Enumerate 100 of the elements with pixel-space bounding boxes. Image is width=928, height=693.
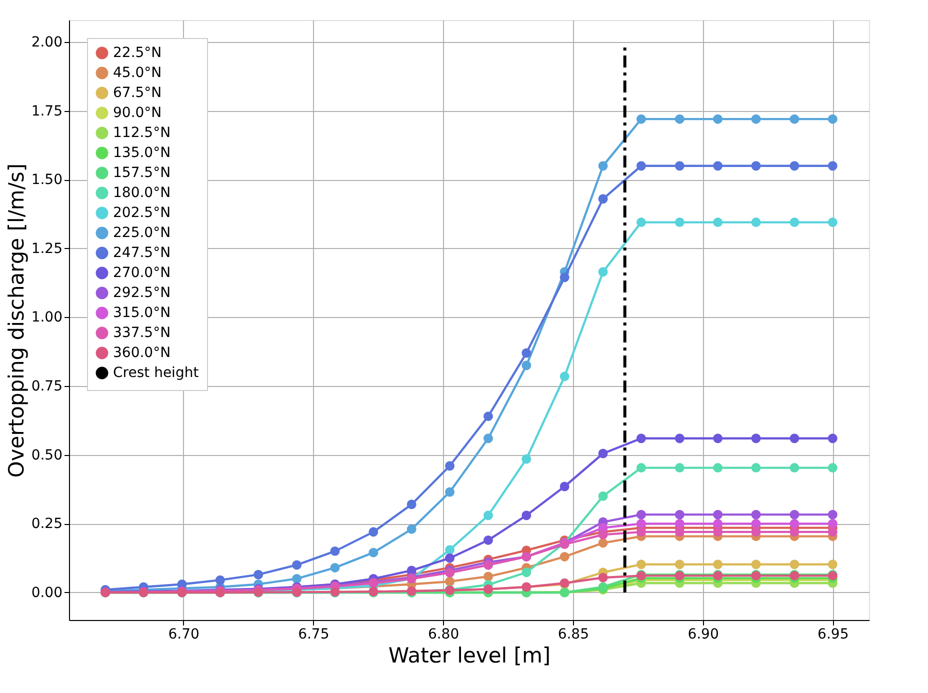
point <box>636 560 646 570</box>
point <box>674 218 684 228</box>
point <box>713 114 723 124</box>
legend-label: 247.5°N <box>113 245 171 261</box>
point <box>445 487 455 497</box>
point <box>368 548 378 558</box>
y-tick-label: 1.00 <box>31 310 62 326</box>
point <box>598 538 608 548</box>
point <box>560 272 570 282</box>
point <box>215 575 225 585</box>
point <box>483 535 493 545</box>
legend-label: 202.5°N <box>113 205 171 221</box>
point <box>790 434 800 444</box>
point <box>254 570 264 580</box>
point <box>483 412 493 422</box>
point <box>674 527 684 537</box>
y-tick-label: 0.50 <box>31 447 62 464</box>
point <box>828 218 838 228</box>
x-axis-title: Water level [m] <box>388 644 551 668</box>
legend-label: 292.5°N <box>113 285 171 301</box>
legend-label: 67.5°N <box>113 85 162 101</box>
legend-label: 180.0°N <box>113 185 171 201</box>
point <box>790 560 800 570</box>
legend-label: 22.5°N <box>113 45 162 61</box>
point <box>828 161 838 171</box>
point <box>292 574 302 584</box>
legend-label: 315.0°N <box>113 305 171 321</box>
legend-label: 225.0°N <box>113 225 171 241</box>
point <box>522 454 532 464</box>
point <box>713 218 723 228</box>
point <box>713 510 723 520</box>
point <box>636 161 646 171</box>
point <box>751 510 761 520</box>
y-tick-label: 0.25 <box>31 516 62 532</box>
point <box>636 114 646 124</box>
point <box>828 434 838 444</box>
point <box>790 463 800 473</box>
point <box>828 560 838 570</box>
point <box>674 114 684 124</box>
x-tick-label: 6.95 <box>818 626 849 642</box>
point <box>636 218 646 228</box>
point <box>445 553 455 563</box>
point <box>330 546 340 556</box>
point <box>445 576 455 586</box>
point <box>674 161 684 171</box>
point <box>368 527 378 537</box>
point <box>674 463 684 473</box>
point <box>674 518 684 528</box>
point <box>636 510 646 520</box>
point <box>713 518 723 528</box>
y-axis-title: Overtopping discharge [l/m/s] <box>4 163 28 478</box>
point <box>598 194 608 204</box>
point <box>751 161 761 171</box>
point <box>445 461 455 471</box>
point <box>598 161 608 171</box>
point <box>828 510 838 520</box>
point <box>674 434 684 444</box>
point <box>598 572 608 582</box>
x-tick-label: 6.80 <box>428 626 460 642</box>
point <box>598 491 608 501</box>
point <box>330 562 340 572</box>
x-tick-label: 6.70 <box>168 626 200 642</box>
x-tick-label: 6.90 <box>688 626 719 642</box>
point <box>751 218 761 228</box>
y-tick-label: 0.75 <box>31 378 62 395</box>
point <box>406 524 416 534</box>
point <box>751 560 761 570</box>
point <box>713 463 723 473</box>
point <box>522 348 532 358</box>
point <box>713 560 723 570</box>
point <box>713 434 723 444</box>
y-tick-label: 0.00 <box>31 584 62 601</box>
point <box>598 267 608 277</box>
x-tick-label: 6.85 <box>558 626 589 642</box>
point <box>674 510 684 520</box>
y-tick-label: 1.25 <box>31 240 62 257</box>
point <box>483 434 493 444</box>
y-tick-label: 1.75 <box>31 103 62 120</box>
point <box>828 463 838 473</box>
point <box>790 218 800 228</box>
point <box>636 463 646 473</box>
point <box>406 500 416 510</box>
point <box>790 510 800 520</box>
point <box>790 114 800 124</box>
point <box>713 161 723 171</box>
legend-label: 45.0°N <box>113 65 162 81</box>
point <box>560 552 570 562</box>
point <box>483 510 493 520</box>
point <box>483 572 493 582</box>
legend-label: 270.0°N <box>113 265 171 281</box>
point <box>636 434 646 444</box>
point <box>560 482 570 492</box>
point <box>790 161 800 171</box>
legend-label: 337.5°N <box>113 325 171 341</box>
point <box>674 560 684 570</box>
point <box>636 518 646 528</box>
legend-label: Crest height <box>113 365 200 381</box>
point <box>445 545 455 555</box>
y-tick-label: 1.50 <box>31 172 62 188</box>
legend-label: 112.5°N <box>113 125 171 141</box>
